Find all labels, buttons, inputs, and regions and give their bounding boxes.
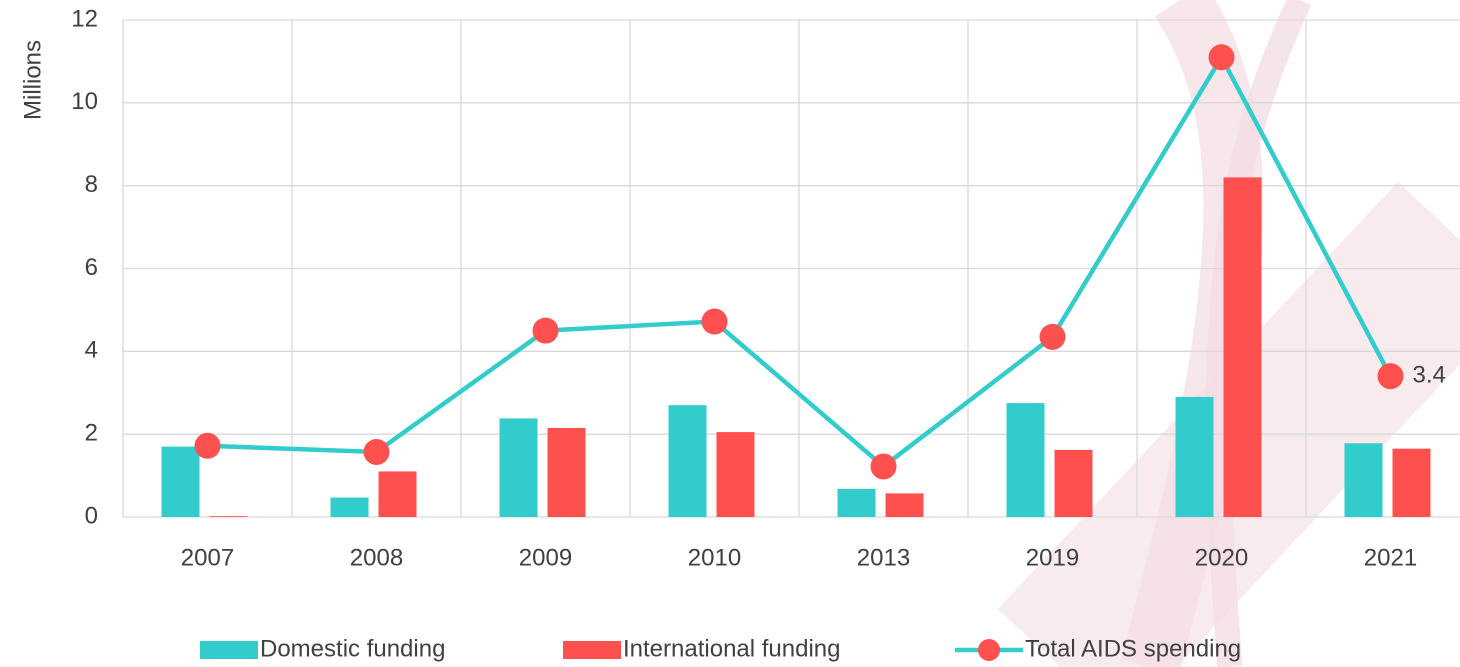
x-tick-label: 2020 — [1195, 544, 1248, 571]
bar — [1393, 449, 1431, 517]
marker — [195, 433, 221, 459]
bar — [1224, 177, 1262, 517]
bar — [717, 432, 755, 517]
y-axis-label: Millions — [19, 40, 46, 120]
x-tick-label: 2009 — [519, 544, 572, 571]
bar — [886, 493, 924, 517]
y-tick-label: 4 — [85, 337, 98, 364]
y-tick-label: 2 — [85, 420, 98, 447]
bar — [548, 428, 586, 517]
legend-label: International funding — [623, 635, 841, 662]
marker — [871, 453, 897, 479]
y-tick-label: 12 — [71, 5, 98, 32]
bar — [669, 405, 707, 517]
legend-swatch — [200, 641, 258, 659]
y-tick-label: 6 — [85, 254, 98, 281]
x-tick-label: 2007 — [181, 544, 234, 571]
y-tick-label: 10 — [71, 88, 98, 115]
x-tick-label: 2008 — [350, 544, 403, 571]
legend-marker — [978, 639, 1000, 661]
marker — [533, 318, 559, 344]
x-tick-label: 2010 — [688, 544, 741, 571]
bar — [1055, 450, 1093, 517]
bar — [162, 447, 200, 517]
bar — [1176, 397, 1214, 517]
bar — [500, 418, 538, 517]
legend-label: Total AIDS spending — [1025, 635, 1241, 662]
bar — [379, 471, 417, 517]
bar — [331, 498, 369, 517]
marker — [1040, 324, 1066, 350]
marker — [364, 439, 390, 465]
marker — [1209, 44, 1235, 70]
chart: Millions 0 2 4 6 8 10 12 3.4 2007 2008 2009 2010 201… — [0, 0, 1460, 667]
legend-label: Domestic funding — [260, 635, 445, 662]
y-tick-label: 8 — [85, 171, 98, 198]
y-tick-label: 0 — [85, 502, 98, 529]
x-tick-label: 2019 — [1026, 544, 1079, 571]
x-tick-label: 2013 — [857, 544, 910, 571]
x-tick-label: 2021 — [1364, 544, 1417, 571]
marker — [1378, 363, 1404, 389]
data-label: 3.4 — [1413, 362, 1446, 389]
bar — [1345, 443, 1383, 517]
bar — [1007, 403, 1045, 517]
bar — [838, 489, 876, 517]
legend-swatch — [563, 641, 621, 659]
bar — [210, 516, 248, 517]
marker — [702, 309, 728, 335]
